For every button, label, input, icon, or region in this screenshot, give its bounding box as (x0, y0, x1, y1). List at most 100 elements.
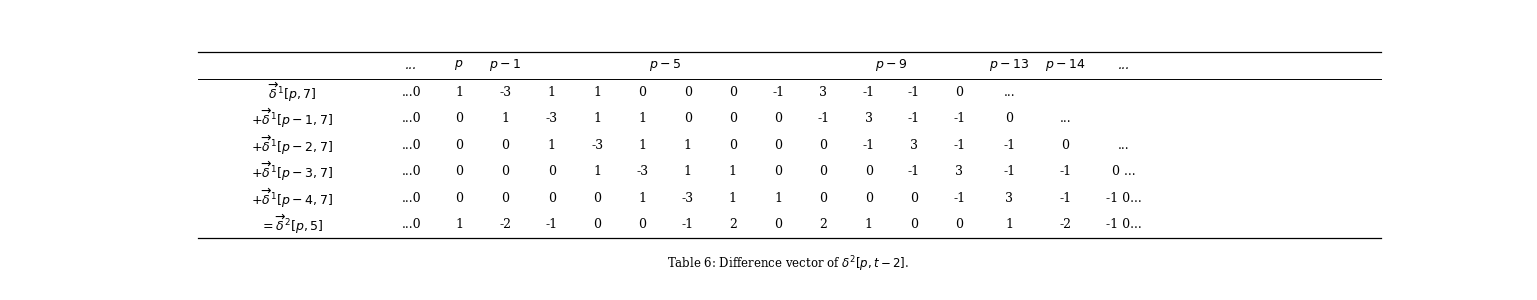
Text: $=\overrightarrow{\delta}^{\,2}[p,5]$: $=\overrightarrow{\delta}^{\,2}[p,5]$ (260, 213, 324, 236)
Text: -1: -1 (953, 112, 965, 125)
Text: 0 ...: 0 ... (1111, 165, 1136, 178)
Text: 3: 3 (954, 165, 964, 178)
Text: 0: 0 (547, 192, 556, 205)
Text: ...0: ...0 (401, 139, 421, 152)
Text: 0: 0 (1061, 139, 1070, 152)
Text: 0: 0 (819, 139, 827, 152)
Text: 0: 0 (729, 112, 736, 125)
Text: -3: -3 (546, 112, 558, 125)
Text: 0: 0 (819, 192, 827, 205)
Text: 1: 1 (638, 112, 647, 125)
Text: 0: 0 (865, 192, 873, 205)
Text: -1: -1 (1004, 139, 1016, 152)
Text: 0: 0 (684, 85, 692, 98)
Text: 0: 0 (954, 85, 964, 98)
Text: $p-14$: $p-14$ (1045, 58, 1085, 74)
Text: 1: 1 (593, 165, 601, 178)
Text: -3: -3 (592, 139, 603, 152)
Text: 0: 0 (1005, 112, 1013, 125)
Text: 3: 3 (865, 112, 873, 125)
Text: $p-5$: $p-5$ (649, 58, 681, 74)
Text: 0: 0 (684, 112, 692, 125)
Text: 0: 0 (775, 139, 782, 152)
Text: -1: -1 (908, 165, 921, 178)
Text: 0: 0 (501, 139, 509, 152)
Text: 1: 1 (547, 139, 556, 152)
Text: 3: 3 (819, 85, 827, 98)
Text: ...: ... (1004, 85, 1014, 98)
Text: ...: ... (1059, 112, 1071, 125)
Text: -1: -1 (953, 139, 965, 152)
Text: 0: 0 (910, 218, 918, 231)
Text: ...0: ...0 (401, 112, 421, 125)
Text: ...0: ...0 (401, 192, 421, 205)
Text: -1 0...: -1 0... (1105, 192, 1142, 205)
Text: 0: 0 (865, 165, 873, 178)
Text: ...: ... (1117, 139, 1130, 152)
Text: 1: 1 (593, 85, 601, 98)
Text: 0: 0 (775, 218, 782, 231)
Text: $p-1$: $p-1$ (489, 58, 521, 74)
Text: 1: 1 (729, 165, 736, 178)
Text: -1: -1 (908, 85, 921, 98)
Text: $+\overrightarrow{\delta}^{\,1}[p-2,7]$: $+\overrightarrow{\delta}^{\,1}[p-2,7]$ (251, 134, 334, 157)
Text: $p-13$: $p-13$ (990, 58, 1030, 74)
Text: -1: -1 (862, 85, 875, 98)
Text: 0: 0 (775, 165, 782, 178)
Text: -3: -3 (500, 85, 512, 98)
Text: 2: 2 (729, 218, 736, 231)
Text: -1: -1 (1004, 165, 1016, 178)
Text: -1: -1 (908, 112, 921, 125)
Text: 0: 0 (638, 85, 647, 98)
Text: $+\overrightarrow{\delta}^{\,1}[p-4,7]$: $+\overrightarrow{\delta}^{\,1}[p-4,7]$ (251, 187, 334, 210)
Text: 0: 0 (455, 165, 463, 178)
Text: 1: 1 (775, 192, 782, 205)
Text: 1: 1 (455, 85, 463, 98)
Text: 1: 1 (638, 192, 647, 205)
Text: -1: -1 (1059, 192, 1071, 205)
Text: 0: 0 (455, 192, 463, 205)
Text: 0: 0 (455, 139, 463, 152)
Text: -1: -1 (953, 192, 965, 205)
Text: 0: 0 (638, 218, 647, 231)
Text: 0: 0 (455, 112, 463, 125)
Text: 1: 1 (684, 165, 692, 178)
Text: 1: 1 (1005, 218, 1013, 231)
Text: 0: 0 (729, 139, 736, 152)
Text: -2: -2 (500, 218, 512, 231)
Text: 1: 1 (865, 218, 873, 231)
Text: 0: 0 (501, 192, 509, 205)
Text: $p-9$: $p-9$ (875, 58, 907, 74)
Text: 1: 1 (638, 139, 647, 152)
Text: 0: 0 (910, 192, 918, 205)
Text: 0: 0 (593, 218, 601, 231)
Text: ...: ... (1117, 59, 1130, 72)
Text: 1: 1 (455, 218, 463, 231)
Text: 1: 1 (593, 112, 601, 125)
Text: -3: -3 (636, 165, 649, 178)
Text: -1: -1 (681, 218, 693, 231)
Text: 0: 0 (775, 112, 782, 125)
Text: 1: 1 (547, 85, 556, 98)
Text: Table 6: Difference vector of $\delta^2[p, t-2]$.: Table 6: Difference vector of $\delta^2[… (667, 254, 908, 274)
Text: ...0: ...0 (401, 85, 421, 98)
Text: 3: 3 (1005, 192, 1013, 205)
Text: -1: -1 (862, 139, 875, 152)
Text: $p$: $p$ (455, 58, 464, 73)
Text: 1: 1 (501, 112, 509, 125)
Text: $+\overrightarrow{\delta}^{\,1}[p-3,7]$: $+\overrightarrow{\delta}^{\,1}[p-3,7]$ (251, 160, 334, 183)
Text: 2: 2 (819, 218, 827, 231)
Text: ...: ... (406, 59, 418, 72)
Text: 0: 0 (501, 165, 509, 178)
Text: -1: -1 (546, 218, 558, 231)
Text: ...0: ...0 (401, 218, 421, 231)
Text: $\overrightarrow{\delta}^{\,1}[p,7]$: $\overrightarrow{\delta}^{\,1}[p,7]$ (267, 80, 317, 104)
Text: -1: -1 (818, 112, 830, 125)
Text: 0: 0 (729, 85, 736, 98)
Text: ...0: ...0 (401, 165, 421, 178)
Text: -1: -1 (772, 85, 784, 98)
Text: -2: -2 (1059, 218, 1071, 231)
Text: -1: -1 (1059, 165, 1071, 178)
Text: 0: 0 (547, 165, 556, 178)
Text: -1 0...: -1 0... (1105, 218, 1142, 231)
